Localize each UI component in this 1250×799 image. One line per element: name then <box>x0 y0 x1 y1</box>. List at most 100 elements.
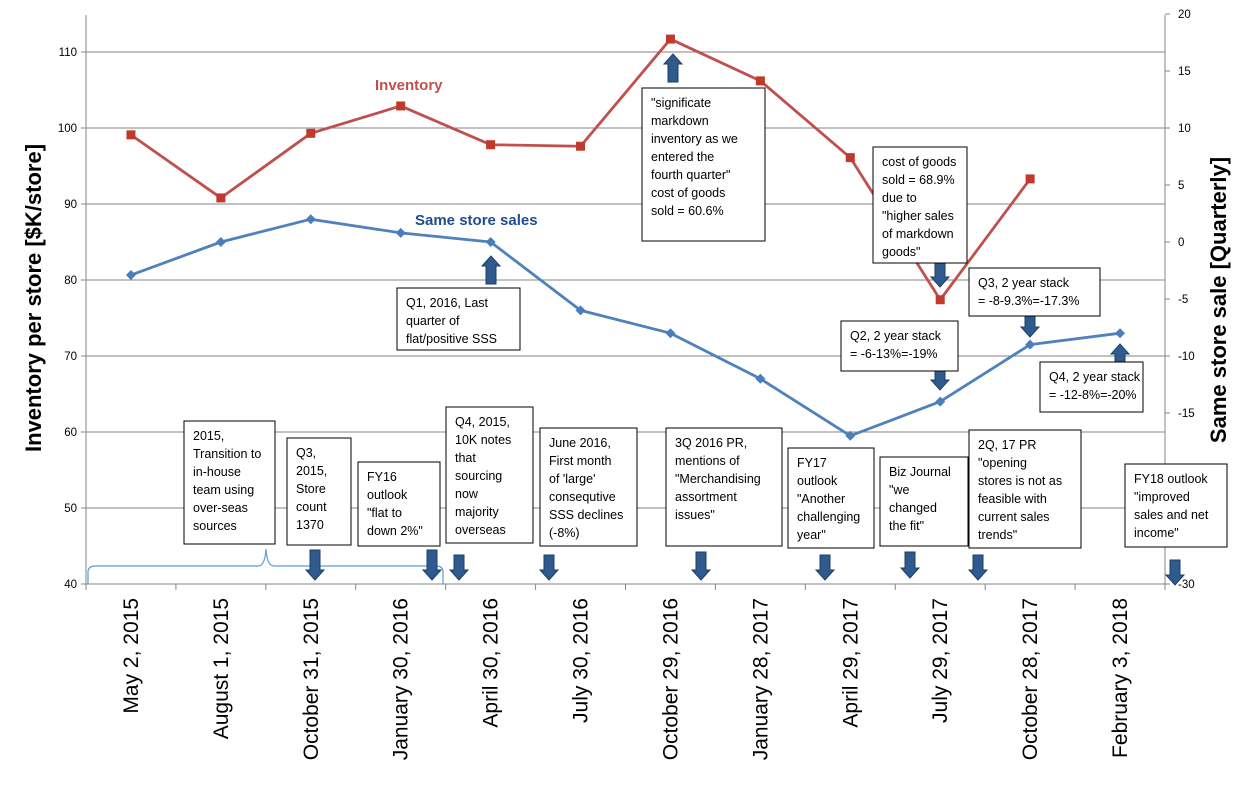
arrow-shape <box>421 549 443 581</box>
annotation-q4-2015-10k: Q4, 2015, 10K notes that sourcing now majorit… <box>445 406 534 544</box>
annotation-line: year" <box>797 528 826 542</box>
arrow-up-icon <box>662 53 684 83</box>
timeline-brace <box>87 548 444 584</box>
annotation-line: goods" <box>882 245 921 259</box>
y-tick-label-right: -10 <box>1178 351 1195 363</box>
annotation-line: "significate <box>651 96 711 110</box>
annotation-line: Transition to <box>193 447 261 461</box>
annotation-line: Q1, 2016, Last <box>406 296 489 310</box>
annotation-line: "we <box>889 483 909 497</box>
annotation-line: = -6-13%=-19% <box>850 347 938 361</box>
annotation-line: of markdown <box>882 227 954 241</box>
annotation-line: overseas <box>455 523 506 537</box>
annotation-line: current sales <box>978 510 1050 524</box>
annotation-line: the fit" <box>889 519 924 533</box>
y-tick-label-right: 20 <box>1178 9 1191 21</box>
arrow-down-icon <box>448 554 470 581</box>
y-axis-title-right: Same store sale [Quarterly] <box>1206 157 1231 443</box>
annotation-line: flat/positive SSS <box>406 332 497 346</box>
y-tick-label-right: -30 <box>1178 579 1195 591</box>
inventory-point <box>935 295 945 305</box>
annotation-text: 2015, Transition to in-house team using over… <box>193 429 261 533</box>
annotation-text: FY18 outlook "improved sales and net income… <box>1134 472 1209 540</box>
annotation-box <box>1124 463 1228 548</box>
annotation-q3-2015-store-count: Q3, 2015, Store count 1370 <box>286 437 352 546</box>
annotation-q2-stack: Q2, 2 year stack = -6-13%=-19% <box>840 320 959 372</box>
arrow-down-icon <box>814 554 836 581</box>
annotation-line: markdown <box>651 114 709 128</box>
annotation-text: 3Q 2016 PR, mentions of "Merchandising asso… <box>675 436 761 522</box>
annotation-box <box>879 456 969 547</box>
annotation-line: Q4, 2015, <box>455 415 510 429</box>
annotation-line: FY18 outlook <box>1134 472 1208 486</box>
annotation-box <box>968 429 1082 549</box>
y-tick-label-left: 50 <box>64 503 77 515</box>
annotation-line: Q3, <box>296 446 316 460</box>
annotation-line: majority <box>455 505 500 519</box>
annotation-markdown-inventory: "significate markdown inventory as we enter… <box>641 87 766 242</box>
sss-point <box>1025 339 1036 350</box>
legend-inventory: Inventory <box>375 77 443 94</box>
annotation-text: "significate markdown inventory as we enter… <box>651 96 738 218</box>
x-tick-label: October 31, 2015 <box>300 598 323 760</box>
arrow-shape <box>538 554 560 581</box>
annotation-text: FY16 outlook "flat to down 2%" <box>367 470 423 538</box>
annotation-line: quarter of <box>406 314 460 328</box>
arrow-shape <box>1164 559 1186 586</box>
arrow-shape <box>690 551 712 581</box>
annotation-line: sourcing <box>455 469 502 483</box>
annotation-line: = -8-9.3%=-17.3% <box>978 294 1079 308</box>
annotation-line: 2015, <box>296 464 327 478</box>
annotation-line: "improved <box>1134 490 1190 504</box>
sss-point <box>1115 328 1126 339</box>
y-tick-label-left: 90 <box>64 199 77 211</box>
annotation-line: Q4, 2 year stack <box>1049 370 1141 384</box>
annotation-fy18-outlook: FY18 outlook "improved sales and net income… <box>1124 463 1228 548</box>
annotation-line: over-seas <box>193 501 248 515</box>
arrow-down-icon <box>967 554 989 581</box>
arrow-shape <box>662 53 684 83</box>
sss-point <box>215 237 226 247</box>
annotation-line: June 2016, <box>549 436 611 450</box>
sss-point <box>575 305 586 316</box>
annotation-text: Q3, 2015, Store count 1370 <box>296 446 327 532</box>
axes: 405060708090100110-30-25-20-15-10-505101… <box>58 9 1195 760</box>
annotation-3q-2016-pr: 3Q 2016 PR, mentions of "Merchandising asso… <box>665 427 783 547</box>
x-tick-label: January 28, 2017 <box>749 598 772 760</box>
annotation-june-2016: June 2016, First month of 'large' consequti… <box>539 427 638 547</box>
y-tick-label-right: -15 <box>1178 408 1195 420</box>
y-tick-label-right: 10 <box>1178 123 1191 135</box>
inventory-point <box>576 141 586 151</box>
annotation-text: Q4, 2015, 10K notes that sourcing now majorit… <box>455 415 511 537</box>
sss-point <box>845 430 856 441</box>
x-tick-label: May 2, 2015 <box>120 598 143 714</box>
arrow-down-icon <box>690 551 712 581</box>
sss-point <box>935 396 946 407</box>
annotation-biz-journal: Biz Journal "we changed the fit" <box>879 456 969 547</box>
x-tick-label: July 29, 2017 <box>929 598 952 723</box>
sss-line <box>130 217 1121 438</box>
x-tick-label: July 30, 2016 <box>570 598 593 723</box>
annotation-line: sales and net <box>1134 508 1209 522</box>
sss-point <box>305 214 316 225</box>
annotation-line: Store <box>296 482 326 496</box>
annotations-layer: 2015, Transition to in-house team using over… <box>183 87 1228 549</box>
annotation-line: Biz Journal <box>889 465 951 479</box>
arrow-shape <box>448 554 470 581</box>
y-tick-label-left: 110 <box>59 47 77 59</box>
annotation-2q-17-pr: 2Q, 17 PR "opening stores is not as feasibl… <box>968 429 1082 549</box>
annotation-line: consequtive <box>549 490 616 504</box>
x-tick-label: April 29, 2017 <box>839 598 862 728</box>
y-tick-label-left: 40 <box>64 579 77 591</box>
annotation-line: changed <box>889 501 937 515</box>
annotation-line: trends" <box>978 528 1017 542</box>
inventory-point <box>396 101 406 111</box>
annotation-text: Biz Journal "we changed the fit" <box>889 465 951 533</box>
annotation-line: SSS declines <box>549 508 623 522</box>
timeline-brace-path <box>87 548 444 584</box>
inventory-point <box>486 140 496 150</box>
annotation-q3-stack: Q3, 2 year stack = -8-9.3%=-17.3% <box>968 267 1101 317</box>
sss-point <box>395 227 406 238</box>
annotation-line: Q3, 2 year stack <box>978 276 1070 290</box>
